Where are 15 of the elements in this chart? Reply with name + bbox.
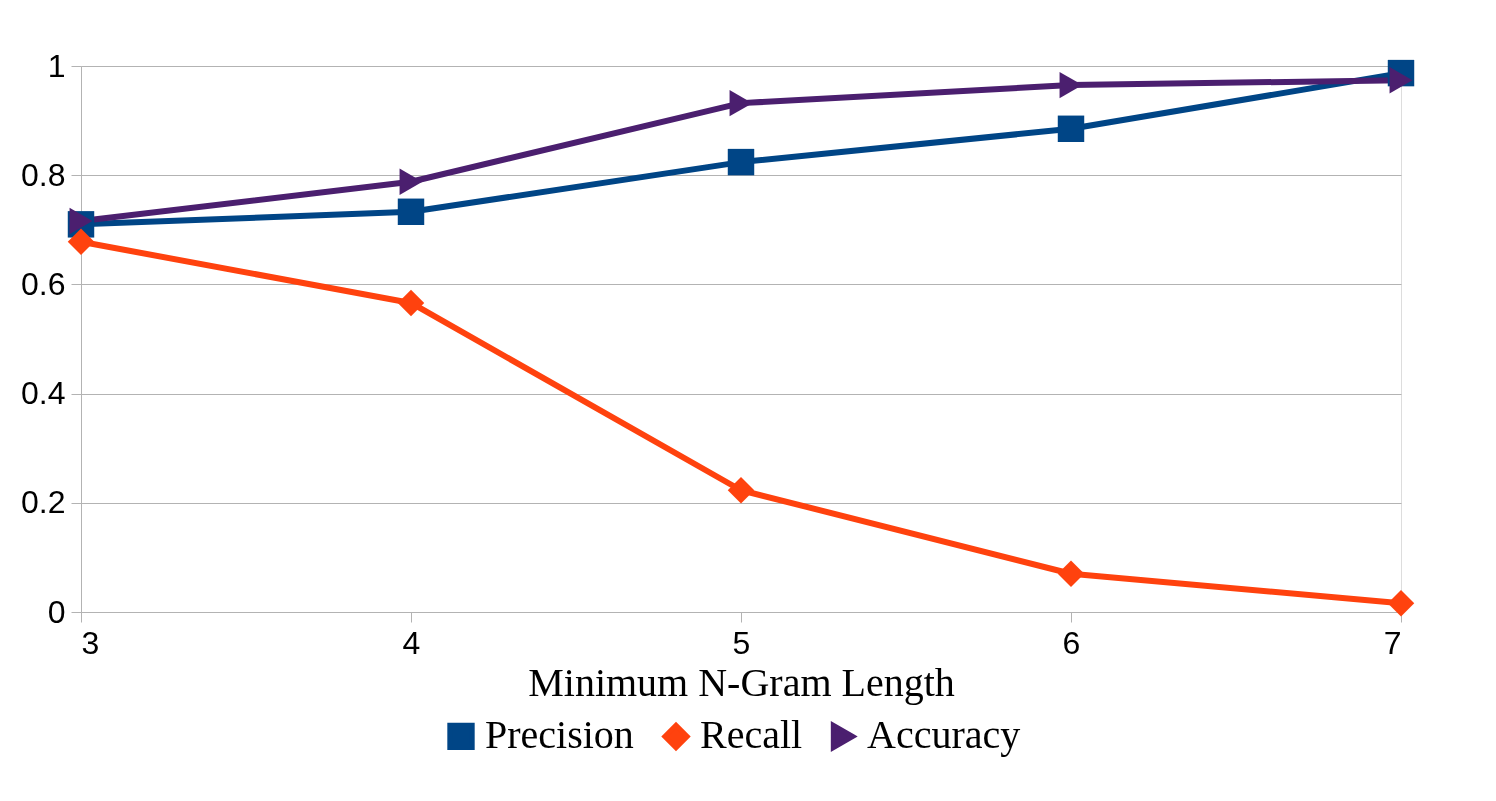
y-tick-label: 0.2 — [21, 484, 66, 521]
y-tick-label: 0.6 — [21, 265, 66, 302]
legend-label: Accuracy — [867, 712, 1021, 758]
y-tick-label: 0.8 — [21, 156, 66, 193]
x-tick-label: 6 — [1062, 624, 1081, 661]
x-tick-label: 5 — [732, 624, 751, 661]
legend-label: Recall — [700, 712, 803, 758]
x-tick-label: 4 — [402, 624, 421, 661]
y-tick-label: 0.4 — [21, 375, 66, 412]
x-axis-title: Minimum N-Gram Length — [528, 659, 955, 705]
y-tick-label: 1 — [47, 47, 66, 84]
x-tick-label: 3 — [81, 624, 100, 661]
legend-label: Precision — [485, 712, 634, 758]
y-tick-label: 0 — [47, 593, 66, 630]
x-tick-label: 7 — [1383, 624, 1402, 661]
